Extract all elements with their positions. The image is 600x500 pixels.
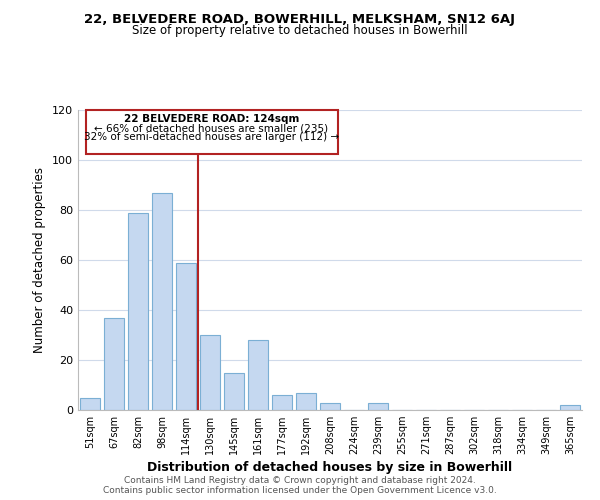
Bar — [248, 340, 268, 410]
Text: Contains HM Land Registry data © Crown copyright and database right 2024.: Contains HM Land Registry data © Crown c… — [124, 476, 476, 485]
Bar — [320, 402, 340, 410]
Bar — [272, 395, 292, 410]
Text: Contains public sector information licensed under the Open Government Licence v3: Contains public sector information licen… — [103, 486, 497, 495]
X-axis label: Distribution of detached houses by size in Bowerhill: Distribution of detached houses by size … — [148, 462, 512, 474]
FancyBboxPatch shape — [86, 110, 338, 154]
Bar — [224, 372, 244, 410]
Bar — [152, 192, 172, 410]
Text: ← 66% of detached houses are smaller (235): ← 66% of detached houses are smaller (23… — [94, 124, 329, 134]
Bar — [176, 262, 196, 410]
Bar — [200, 335, 220, 410]
Bar — [296, 392, 316, 410]
Bar — [128, 212, 148, 410]
Text: 22 BELVEDERE ROAD: 124sqm: 22 BELVEDERE ROAD: 124sqm — [124, 114, 299, 124]
Bar — [560, 405, 580, 410]
Text: 22, BELVEDERE ROAD, BOWERHILL, MELKSHAM, SN12 6AJ: 22, BELVEDERE ROAD, BOWERHILL, MELKSHAM,… — [85, 12, 515, 26]
Bar — [80, 398, 100, 410]
Bar — [104, 318, 124, 410]
Bar — [368, 402, 388, 410]
Y-axis label: Number of detached properties: Number of detached properties — [34, 167, 46, 353]
Text: Size of property relative to detached houses in Bowerhill: Size of property relative to detached ho… — [132, 24, 468, 37]
Text: 32% of semi-detached houses are larger (112) →: 32% of semi-detached houses are larger (… — [84, 132, 339, 142]
